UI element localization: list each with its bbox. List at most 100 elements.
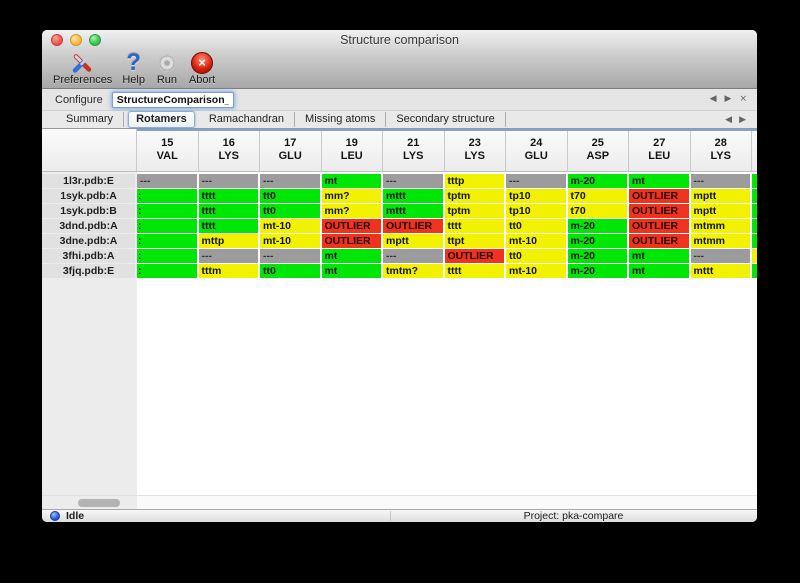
- rotamer-cell[interactable]: :: [137, 234, 197, 248]
- tab-scroll-right-icon[interactable]: ▶: [739, 115, 746, 125]
- row-header[interactable]: 1syk.pdb:A: [42, 189, 135, 203]
- rotamer-cell[interactable]: t70: [567, 189, 627, 203]
- rotamer-cell[interactable]: tttt: [444, 264, 504, 278]
- rotamer-cell[interactable]: mt: [321, 264, 381, 278]
- rotamer-cell[interactable]: ---: [260, 249, 320, 263]
- horizontal-scrollbar-thumb[interactable]: [78, 499, 120, 507]
- rotamer-cell[interactable]: tt0: [506, 219, 566, 233]
- rotamer-cell-partial[interactable]: [752, 174, 757, 188]
- column-header-17[interactable]: 17 GLU: [260, 129, 322, 171]
- rotamer-cell[interactable]: OUTLIER: [629, 219, 689, 233]
- titlebar[interactable]: Structure comparison: [42, 30, 757, 50]
- toolbar-button-help[interactable]: ? Help: [119, 50, 148, 86]
- rotamer-cell[interactable]: tt0: [260, 204, 320, 218]
- minimize-window-button[interactable]: [70, 34, 82, 46]
- rotamer-cell[interactable]: mm?: [321, 204, 381, 218]
- rotamer-cell[interactable]: tttp: [444, 174, 504, 188]
- tab-scroll-left-icon[interactable]: ◀: [725, 115, 733, 125]
- rotamer-cell[interactable]: tptm: [444, 204, 504, 218]
- rotamer-cell[interactable]: mt-10: [260, 234, 320, 248]
- rotamer-cell[interactable]: ttpt: [444, 234, 504, 248]
- rotamer-cell[interactable]: :: [137, 189, 197, 203]
- rotamer-cell-partial[interactable]: [752, 219, 757, 233]
- rotamer-cell[interactable]: ---: [690, 249, 750, 263]
- close-view-icon[interactable]: ×: [739, 94, 747, 104]
- rotamer-cell[interactable]: mt: [321, 174, 381, 188]
- rotamer-cell[interactable]: mptt: [383, 234, 443, 248]
- rotamer-cell[interactable]: OUTLIER: [383, 219, 443, 233]
- rotamer-cell[interactable]: ---: [137, 174, 197, 188]
- rotamer-cell[interactable]: mt-10: [506, 264, 566, 278]
- rotamer-cell[interactable]: tt0: [260, 189, 320, 203]
- rotamer-cell[interactable]: m-20: [567, 174, 627, 188]
- column-header-19[interactable]: 19 LEU: [322, 129, 383, 171]
- tab-secondary-structure[interactable]: Secondary structure: [386, 112, 506, 127]
- rotamer-cell[interactable]: :: [137, 219, 197, 233]
- rotamer-cell[interactable]: mt-10: [506, 234, 566, 248]
- rotamer-cell[interactable]: :: [137, 204, 197, 218]
- rotamer-cell[interactable]: tptm: [444, 189, 504, 203]
- rotamer-cell[interactable]: :: [137, 249, 197, 263]
- rotamer-cell[interactable]: ---: [198, 249, 258, 263]
- column-header-23[interactable]: 23 LYS: [445, 129, 506, 171]
- toolbar-button-abort[interactable]: × Abort: [186, 51, 218, 86]
- rotamer-cell-partial[interactable]: [752, 264, 757, 278]
- rotamer-cell[interactable]: mptt: [690, 204, 750, 218]
- nav-left-icon[interactable]: ◀: [709, 94, 717, 104]
- rotamer-cell[interactable]: t70: [567, 204, 627, 218]
- horizontal-scrollbar[interactable]: [42, 495, 757, 509]
- rotamer-cell[interactable]: m-20: [567, 249, 627, 263]
- column-header-28[interactable]: 28 LYS: [691, 129, 752, 171]
- column-header-16[interactable]: 16 LYS: [199, 129, 260, 171]
- rotamer-cell[interactable]: ---: [383, 249, 443, 263]
- rotamer-cell[interactable]: mt: [321, 249, 381, 263]
- row-header[interactable]: 3fhi.pdb:A: [42, 249, 135, 263]
- rotamer-cell[interactable]: mttt: [690, 264, 750, 278]
- column-header-24[interactable]: 24 GLU: [506, 129, 568, 171]
- rotamer-cell[interactable]: mttt: [383, 204, 443, 218]
- rotamer-cell-partial[interactable]: [752, 249, 757, 263]
- rotamer-cell[interactable]: OUTLIER: [629, 204, 689, 218]
- rotamer-cell[interactable]: OUTLIER: [629, 189, 689, 203]
- rotamer-cell[interactable]: tttm: [198, 264, 258, 278]
- rotamer-cell[interactable]: OUTLIER: [444, 249, 504, 263]
- row-header[interactable]: 1l3r.pdb:E: [42, 174, 135, 188]
- rotamer-cell[interactable]: ---: [198, 174, 258, 188]
- rotamer-cell[interactable]: tp10: [506, 189, 566, 203]
- toolbar-button-preferences[interactable]: Preferences: [50, 51, 115, 86]
- toolbar-button-run[interactable]: Run: [152, 51, 182, 86]
- tab-summary[interactable]: Summary: [56, 112, 125, 127]
- rotamer-cell[interactable]: tttt: [198, 204, 258, 218]
- rotamer-cell[interactable]: mtmm: [690, 234, 750, 248]
- row-header[interactable]: 3fjq.pdb:E: [42, 264, 135, 278]
- rotamer-cell[interactable]: OUTLIER: [629, 234, 689, 248]
- rotamer-cell[interactable]: tttt: [198, 219, 258, 233]
- rotamer-cell[interactable]: tmtm?: [383, 264, 443, 278]
- tab-ramachandran[interactable]: Ramachandran: [199, 112, 296, 127]
- column-header-27[interactable]: 27 LEU: [629, 129, 691, 171]
- zoom-window-button[interactable]: [89, 34, 101, 46]
- close-window-button[interactable]: [51, 34, 63, 46]
- nav-right-icon[interactable]: ▶: [724, 94, 732, 104]
- rotamer-cell-partial[interactable]: [752, 204, 757, 218]
- column-header-25[interactable]: 25 ASP: [568, 129, 629, 171]
- tab-rotamers[interactable]: Rotamers: [128, 111, 195, 128]
- rotamer-cell[interactable]: mt: [629, 249, 689, 263]
- rotamer-cell[interactable]: mm?: [321, 189, 381, 203]
- rotamer-cell[interactable]: OUTLIER: [321, 234, 381, 248]
- rotamer-cell[interactable]: tttt: [198, 189, 258, 203]
- row-header[interactable]: 3dnd.pdb:A: [42, 219, 135, 233]
- rotamer-cell[interactable]: tt0: [260, 264, 320, 278]
- rotamer-cell[interactable]: tt0: [506, 249, 566, 263]
- rotamer-cell-partial[interactable]: [752, 189, 757, 203]
- rotamer-cell-partial[interactable]: [752, 234, 757, 248]
- rotamer-cell[interactable]: m-20: [567, 234, 627, 248]
- rotamer-cell[interactable]: tttt: [444, 219, 504, 233]
- rotamer-cell[interactable]: m-20: [567, 219, 627, 233]
- rotamer-cell[interactable]: ---: [383, 174, 443, 188]
- rotamer-cell[interactable]: ---: [690, 174, 750, 188]
- row-header[interactable]: 1syk.pdb:B: [42, 204, 135, 218]
- tab-missing-atoms[interactable]: Missing atoms: [295, 112, 387, 127]
- rotamer-cell[interactable]: mttp: [198, 234, 258, 248]
- rotamer-cell[interactable]: mt: [629, 174, 689, 188]
